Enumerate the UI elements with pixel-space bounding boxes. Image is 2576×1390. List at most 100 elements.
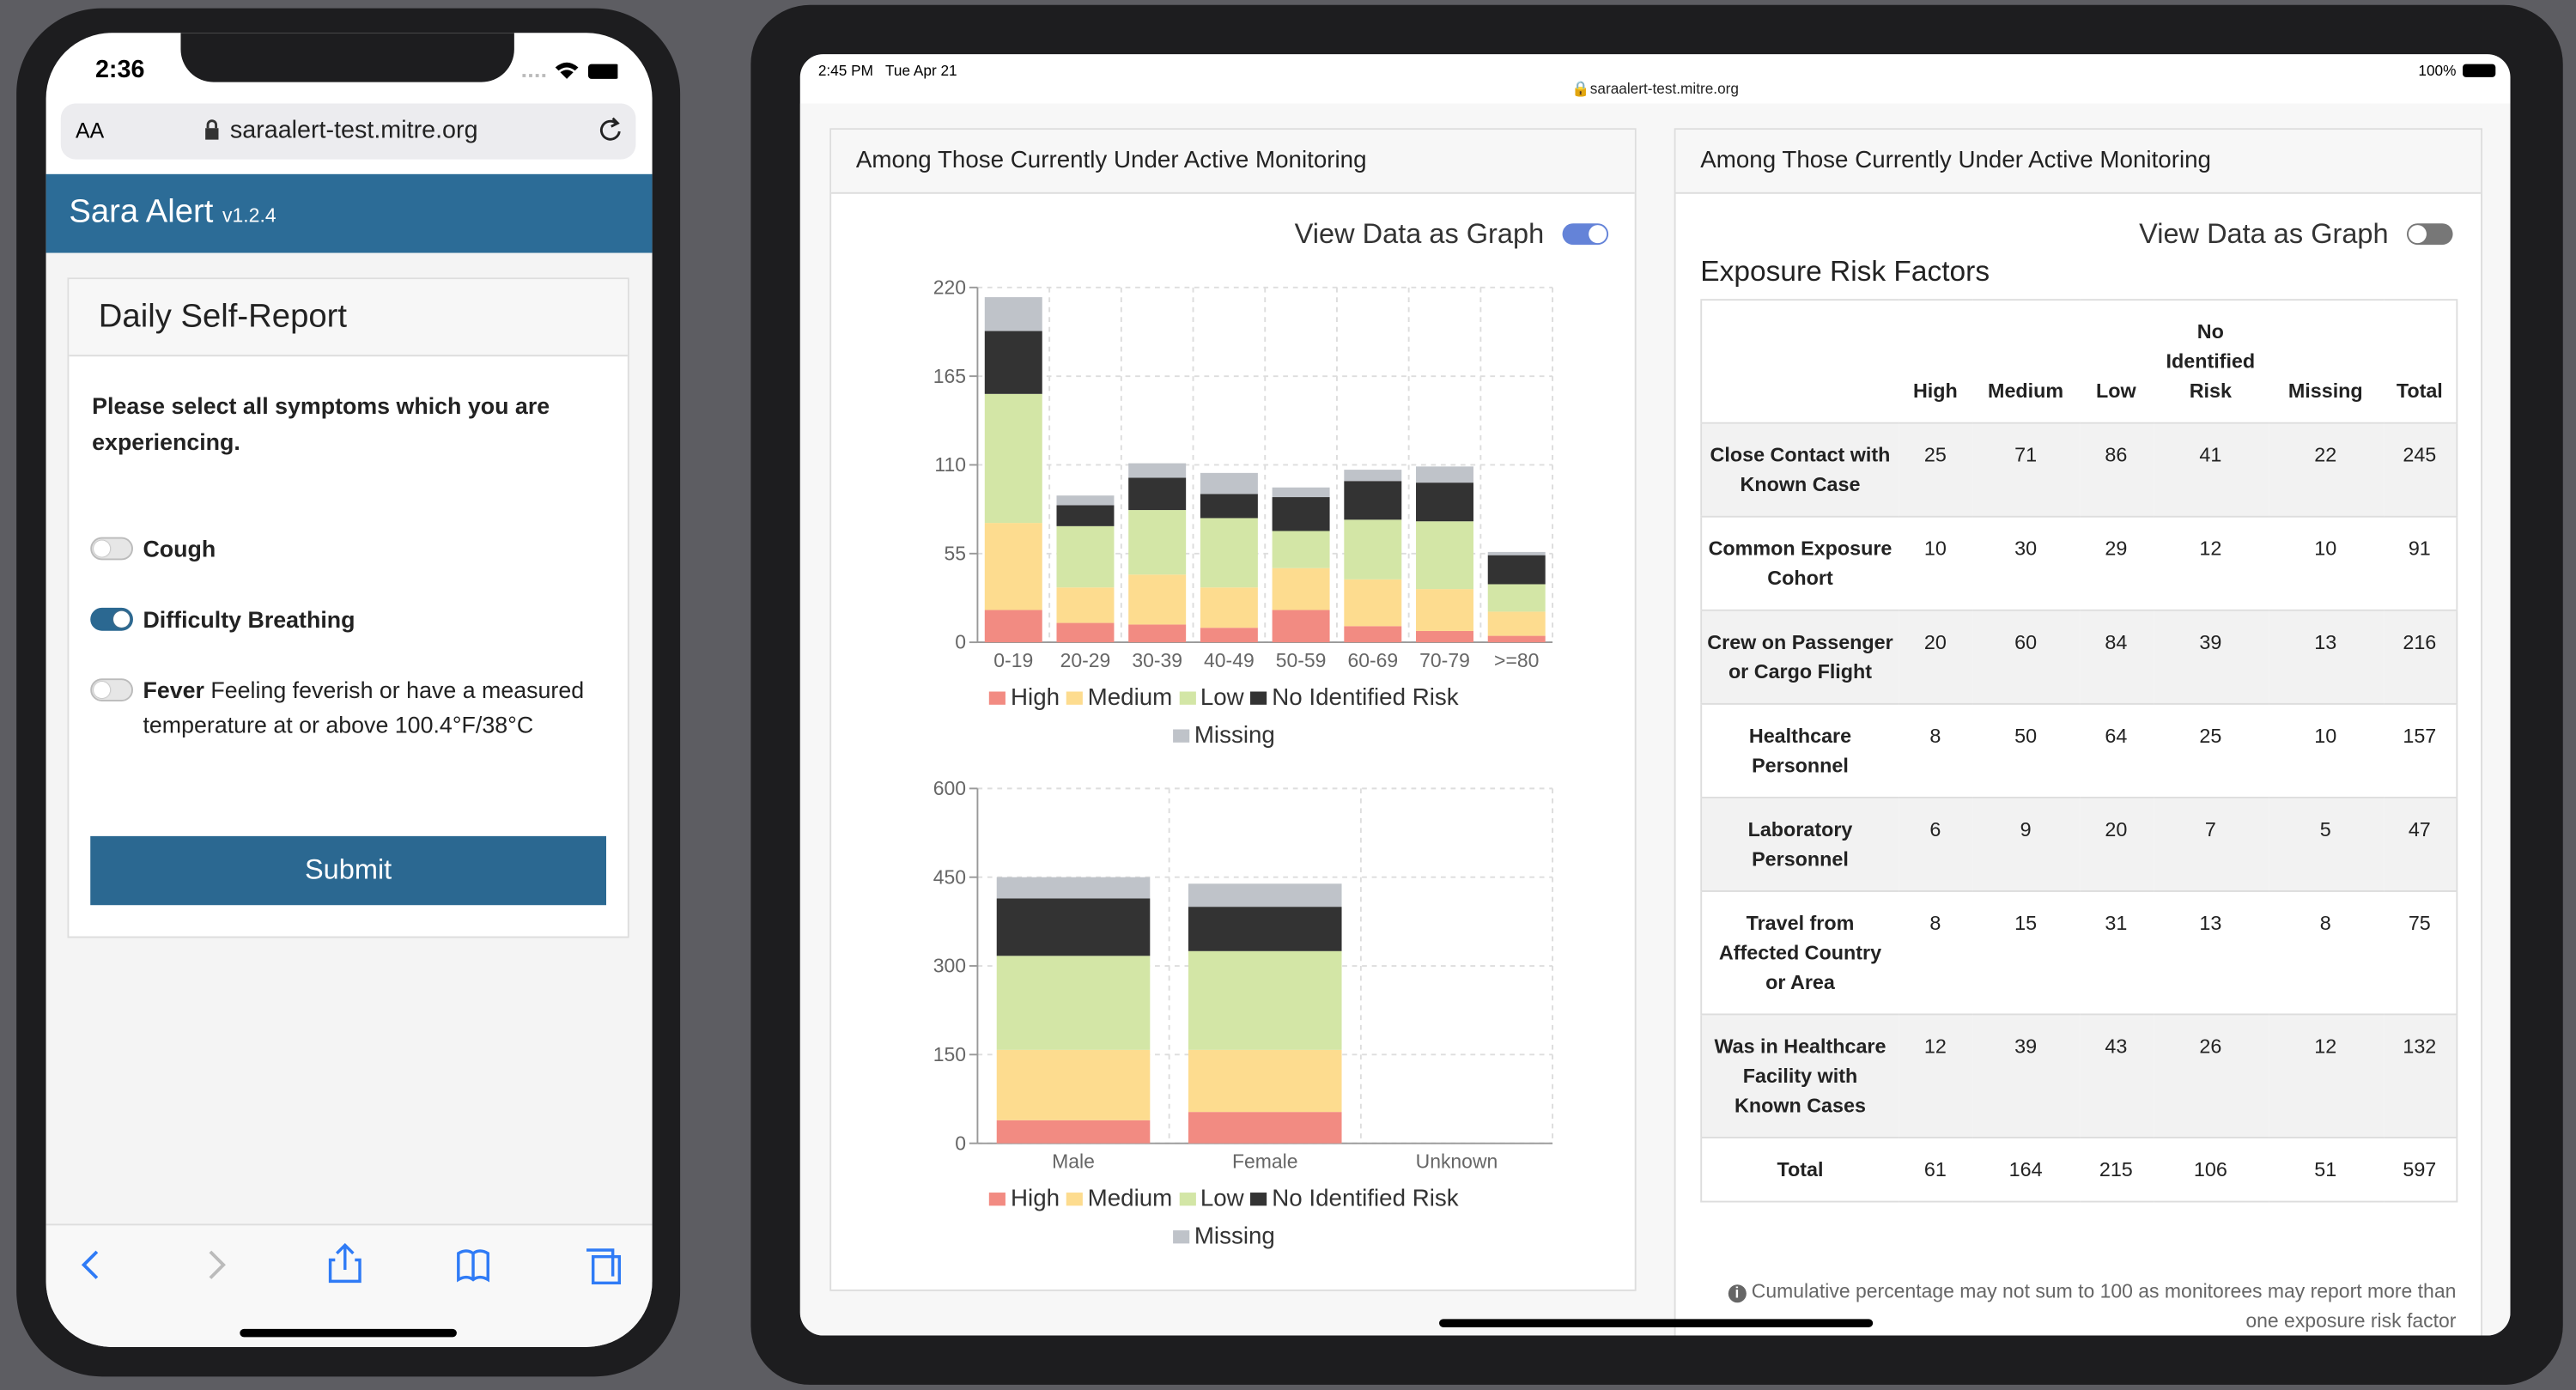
battery: 100% xyxy=(2418,62,2457,79)
legend-label: High xyxy=(1011,684,1060,712)
y-tick-label: 110 xyxy=(934,453,966,476)
bar-segment xyxy=(984,523,1042,610)
cell: 10 xyxy=(2314,724,2337,748)
app-header: Sara Alert v1.2.4 xyxy=(46,173,653,253)
submit-button[interactable]: Submit xyxy=(90,835,607,906)
bar-segment xyxy=(1188,907,1342,951)
cell: 26 xyxy=(2199,1035,2222,1059)
report-card: Daily Self-Report Please select all symp… xyxy=(67,277,629,938)
cell: 13 xyxy=(2314,630,2337,654)
table-row: Healthcare Personnel 8 50 64 25 10 157 xyxy=(1701,703,2458,798)
legend-item[interactable]: High xyxy=(989,680,1060,718)
status-date: Tue Apr 21 xyxy=(885,62,957,79)
legend-item[interactable]: Medium xyxy=(1066,1181,1172,1219)
legend-item[interactable]: Low xyxy=(1178,1181,1244,1219)
x-tick-label: Unknown xyxy=(1416,1150,1498,1172)
bar-segment xyxy=(1056,505,1115,526)
toggle-label: View Data as Graph xyxy=(2139,218,2389,250)
share-icon[interactable] xyxy=(328,1242,361,1284)
bar-segment xyxy=(1056,525,1115,588)
cell: 20 xyxy=(1923,630,1947,654)
tablet-screen: 2:45 PM Tue Apr 21 100% 🔒saraalert-test.… xyxy=(799,54,2511,1336)
url-bar[interactable]: AA saraalert-test.mitre.org xyxy=(60,103,636,160)
cell: 60 xyxy=(2014,630,2038,654)
x-tick-label: 50-59 xyxy=(1276,649,1327,671)
legend-swatch xyxy=(1172,1230,1190,1244)
symptom-toggle[interactable] xyxy=(90,537,133,561)
legend-swatch xyxy=(1178,1193,1196,1206)
cell: 10 xyxy=(2314,537,2337,561)
header-cell: Medium xyxy=(1988,379,2064,403)
brand-name: Sara Alert xyxy=(69,193,214,230)
symptom-toggle[interactable] xyxy=(90,607,133,631)
graph-toggle[interactable] xyxy=(1562,223,1609,246)
legend-label: No Identified Risk xyxy=(1272,684,1459,712)
bar-segment xyxy=(1487,584,1546,612)
bar-segment xyxy=(1056,587,1115,623)
cell: 22 xyxy=(2314,443,2337,467)
header-cell: High xyxy=(1912,379,1958,403)
symptom-toggle[interactable] xyxy=(90,678,133,701)
y-tick-label: 0 xyxy=(955,1132,966,1154)
bar-segment xyxy=(984,393,1042,524)
bar-segment xyxy=(996,1049,1151,1120)
legend-item[interactable]: No Identified Risk xyxy=(1250,1181,1459,1219)
cell: 215 xyxy=(2099,1157,2133,1181)
bar-segment xyxy=(1188,1112,1342,1144)
cell: 47 xyxy=(2408,817,2431,841)
bar-segment xyxy=(1487,551,1546,555)
row-label: Total xyxy=(1777,1157,1824,1181)
bar-segment xyxy=(996,956,1151,1050)
legend-item[interactable]: Medium xyxy=(1066,680,1172,718)
forward-icon[interactable] xyxy=(209,1250,226,1279)
legend: High Medium Low No Identified Risk Missing xyxy=(953,1181,1495,1257)
bar-segment xyxy=(1487,611,1546,636)
legend-item[interactable]: High xyxy=(989,1181,1060,1219)
bar-segment xyxy=(1272,531,1330,568)
cell: 20 xyxy=(2105,817,2128,841)
charts: 0 55 110 165 220 0-19 20-29 30-39 40-49 50-59 60-6… xyxy=(933,276,1554,1172)
bookmarks-icon[interactable] xyxy=(457,1249,489,1283)
y-tick-label: 220 xyxy=(933,276,966,298)
tabs-icon[interactable] xyxy=(586,1248,622,1285)
status-icons xyxy=(522,62,618,79)
bar-segment xyxy=(1416,521,1473,590)
legend-swatch xyxy=(989,1193,1006,1206)
x-tick-label: >=80 xyxy=(1494,649,1539,671)
table-row: Common Exposure Cohort 10 30 29 12 10 91 xyxy=(1701,516,2458,610)
cell: 51 xyxy=(2314,1157,2337,1181)
cell: 157 xyxy=(2403,724,2437,748)
x-tick-label: 70-79 xyxy=(1419,649,1470,671)
graph-toggle[interactable] xyxy=(2406,223,2453,246)
y-tick-label: 165 xyxy=(933,365,966,387)
cell: 6 xyxy=(1929,817,1941,841)
bar-segment xyxy=(1200,494,1258,519)
bar-segment xyxy=(996,898,1151,956)
url: saraalert-test.mitre.org xyxy=(1589,80,1739,97)
bar-segment xyxy=(1272,568,1330,610)
status-time: 2:36 xyxy=(94,56,145,84)
bar-segment xyxy=(1188,950,1342,1050)
legend-item[interactable]: Low xyxy=(1178,680,1244,718)
card-title: Daily Self-Report xyxy=(98,299,348,336)
back-icon[interactable] xyxy=(81,1250,99,1279)
symptom-name: Cough xyxy=(143,535,216,562)
table-row: Crew on Passenger or Cargo Flight 20 60 84 3… xyxy=(1701,610,2458,704)
legend-item[interactable]: Missing xyxy=(1172,718,1275,756)
cell: 216 xyxy=(2403,630,2437,654)
bar-segment xyxy=(1344,481,1402,520)
row-label: Crew on Passenger or Cargo Flight xyxy=(1707,630,1893,683)
brand[interactable]: Sara Alert v1.2.4 xyxy=(69,194,276,232)
text-size-button[interactable]: AA xyxy=(76,118,105,143)
reload-icon[interactable] xyxy=(598,117,624,145)
legend-item[interactable]: No Identified Risk xyxy=(1250,680,1459,718)
x-tick-label: Male xyxy=(1052,1150,1095,1172)
phone-screen: 2:36 AA saraalert-test.mitre.org Sara Al… xyxy=(46,33,653,1347)
cell: 25 xyxy=(2199,724,2222,748)
cell: 5 xyxy=(2319,817,2331,841)
notch xyxy=(180,33,514,82)
legend-item[interactable]: Missing xyxy=(1172,1219,1275,1257)
cell: 8 xyxy=(2319,911,2331,935)
symptom-label: Fever Feeling feverish or have a measure… xyxy=(143,673,611,742)
